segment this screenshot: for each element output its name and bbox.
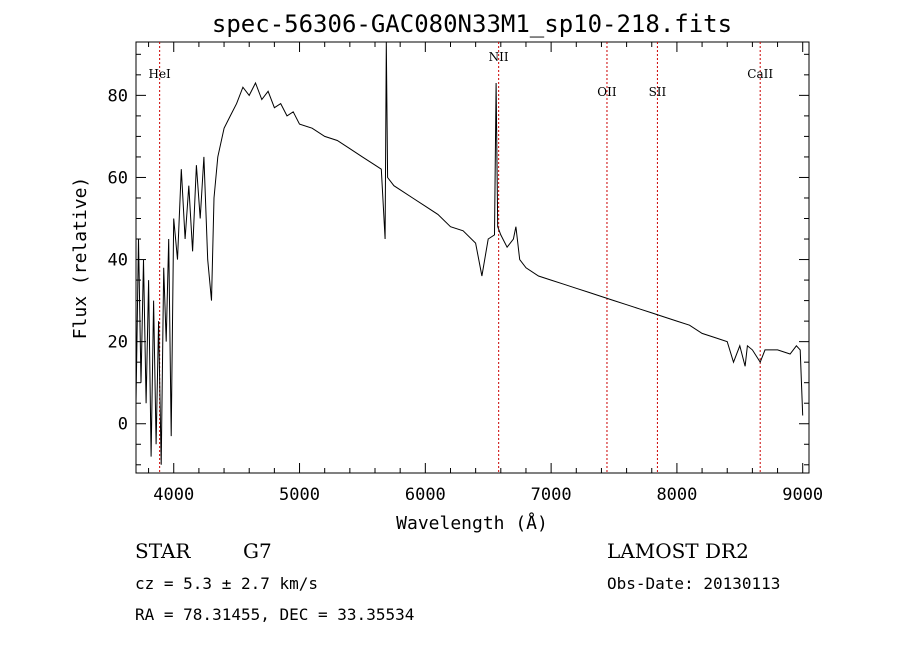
x-axis: 4000 5000 6000 7000 8000 9000 <box>148 42 823 505</box>
x-tick-label: 6000 <box>405 485 446 505</box>
y-tick-label: 60 <box>108 168 128 188</box>
line-marker-label: NII <box>489 50 509 64</box>
y-tick-label: 40 <box>108 251 128 271</box>
x-tick-label: 5000 <box>279 485 320 505</box>
line-marker-label: SII <box>649 85 667 99</box>
plot-frame <box>135 41 810 474</box>
x-axis-label: Wavelength (Å) <box>396 512 548 534</box>
spectrum-series <box>135 41 804 465</box>
redshift-cz: cz = 5.3 ± 2.7 km/s <box>135 574 318 593</box>
y-tick-label: 80 <box>108 86 128 106</box>
chart-title: spec-56306-GAC080N33M1_sp10-218.fits <box>212 10 732 38</box>
spectrum-line <box>135 41 804 465</box>
line-marker-label: CaII <box>747 67 773 81</box>
y-axis: 0 20 40 60 80 <box>108 53 809 466</box>
y-tick-label: 0 <box>118 415 128 435</box>
x-tick-label: 4000 <box>153 485 194 505</box>
x-tick-label: 8000 <box>656 485 697 505</box>
survey-name: LAMOST DR2 <box>607 539 749 563</box>
line-marker-label: HeI <box>148 67 171 81</box>
x-tick-label: 9000 <box>782 485 823 505</box>
coordinates: RA = 78.31455, DEC = 33.35534 <box>135 605 414 624</box>
object-class: STAR <box>135 539 191 563</box>
observation-date: Obs-Date: 20130113 <box>607 574 780 593</box>
y-tick-label: 20 <box>108 333 128 353</box>
y-axis-label: Flux (relative) <box>70 177 91 340</box>
object-subclass: G7 <box>243 539 272 563</box>
x-tick-label: 7000 <box>531 485 572 505</box>
line-marker-label: OII <box>597 85 617 99</box>
emission-line-markers: HeI NII OII SII CaII <box>148 42 773 473</box>
